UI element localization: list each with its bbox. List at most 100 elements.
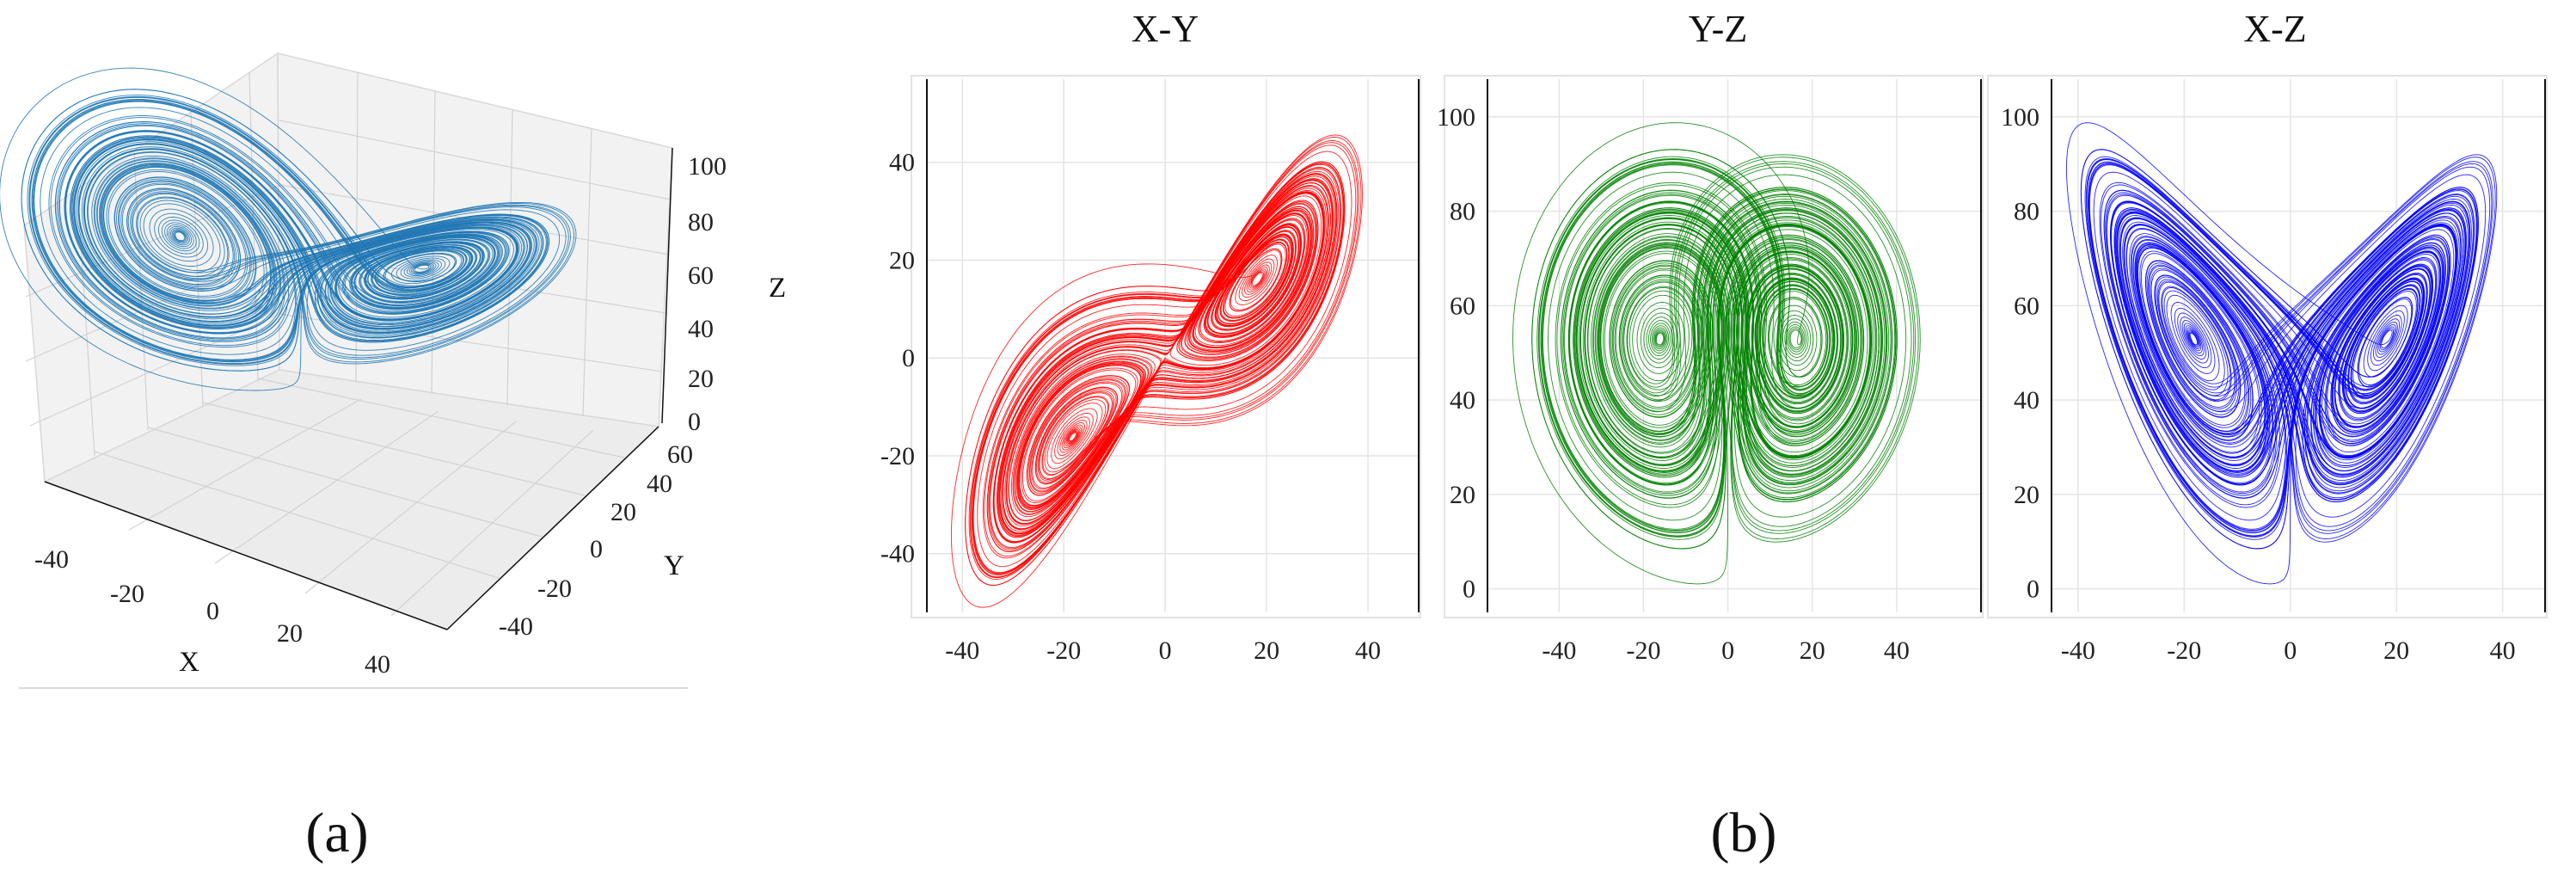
trajectory-segment [55,121,532,342]
y-tick-label: 40 [647,470,672,498]
x-tick-label: -20 [2167,636,2201,665]
trajectory-segment [2080,149,2456,550]
trajectory-segment [1541,163,1875,532]
y-tick-label: 60 [2014,292,2039,320]
trajectory-segment [2065,122,2456,585]
y-tick-label: 20 [1450,481,1475,509]
panel-xy-ticks: -40 -20 0 20 40 -40 -20 0 20 40 [880,149,1381,665]
trajectory-segment [1000,151,1352,532]
z-axis-label: Z [769,273,786,304]
back-pane-right [277,52,673,427]
x-axis-label: X [179,647,199,678]
y-tick-label: 60 [667,440,693,469]
caption-b: (b) [1711,802,1777,864]
x-tick-label: -20 [1046,636,1081,665]
z-tick-label: 20 [688,365,714,393]
trajectory-segment [970,182,1331,578]
trajectory-segment [1561,192,1892,496]
trajectory-segment [1061,422,1085,451]
x-tick-label: 40 [2490,636,2516,665]
x-tick-label: 20 [1254,636,1279,665]
x-axis-line [44,481,448,630]
trajectory-segment [1576,188,1897,501]
panel-xz-ticks: -40 -20 0 20 40 0 20 40 60 80 100 [2001,103,2516,665]
z-tick-label: 40 [688,315,714,343]
panel-xz-trajectory [2065,122,2498,585]
z-tick-label: 60 [688,261,714,290]
y-tick-label: 80 [2014,198,2039,226]
trajectory-segment [972,191,1325,574]
trajectory-segment [1542,163,1872,532]
x-tick-label: 20 [2383,636,2409,665]
trajectory-segment [29,96,531,365]
trajectory-segment [83,148,571,360]
trajectory-segment [950,193,1324,608]
x-tick-label: -20 [1627,636,1661,665]
x-tick-label: 0 [206,597,219,625]
y-tick-label: 40 [889,149,915,177]
y-axis-label: Y [664,550,684,581]
trajectory-segment [1579,163,1915,532]
z-tick-label: 0 [688,408,701,436]
trajectory-segment [2118,174,2487,518]
x-tick-label: 0 [1159,636,1172,665]
panel-yz-border [1444,75,1984,618]
trajectory-segment [2103,190,2467,499]
y-tick-label: 60 [1450,292,1475,320]
caption-a: (a) [305,802,368,864]
trajectory-segment [986,178,1334,552]
trajectory-segment [78,144,569,359]
trajectory-segment [1512,122,1870,585]
panel-xz-title: X-Z [2243,8,2306,50]
y-axis-line [446,426,659,630]
y-tick-label: 100 [2001,103,2039,132]
y-tick-label: 20 [2014,481,2039,509]
panel-yz: Y-Z -40 -20 0 20 40 0 20 40 60 80 100 [1437,8,1984,665]
trajectory-segment [2088,163,2457,532]
z-tick-label: 80 [688,208,714,237]
trajectory-segment [33,100,519,361]
x-tick-label: 0 [1721,636,1734,665]
trajectory-segment [2088,163,2460,532]
panel-a-3d-plot: -40 -20 0 20 40 X -40 -20 0 20 40 60 Y 0… [0,52,786,689]
trajectory-segment [2114,208,2466,478]
panel-xy-border [911,75,1421,618]
y-tick-label: 40 [1450,386,1475,415]
trajectory-segment [0,67,446,391]
trajectory-segment [1538,158,1893,495]
x-tick-label: -40 [2061,636,2095,665]
x-tick-label: 20 [1800,636,1825,665]
trajectory-segment [2116,188,2478,501]
panel-b-projections: X-Y -40 -20 0 20 40 -40 -20 0 20 40 Y-Z -40 -20 0 20… [880,8,2548,665]
trajectory-segment [972,170,1339,574]
x-tick-label: 40 [1884,636,1910,665]
trajectory-segment [1648,320,1673,360]
trajectory-segment [1584,161,1917,538]
y-tick-label: 40 [2014,386,2039,415]
y-tick-label: 80 [1450,198,1475,226]
y-tick-label: 0 [1463,575,1475,604]
z-tick-label: 100 [688,152,727,181]
trajectory-segment [1561,190,1883,499]
trajectory-segment [161,219,197,252]
y-tick-label: -40 [880,540,915,569]
x-tick-label: -40 [1542,636,1576,665]
x-tick-label: 20 [277,619,303,648]
y-tick-label: -20 [880,442,915,470]
trajectory-segment [2117,157,2496,539]
panel-yz-title: Y-Z [1689,8,1747,50]
trajectory-segment [1576,157,1919,539]
y-tick-label: 100 [1437,103,1475,132]
panel-xz: X-Z -40 -20 0 20 40 0 20 40 60 80 100 [1987,8,2548,665]
panel-xz-border [1987,75,2548,618]
trajectory-segment [76,141,561,351]
panel-yz-ticks: -40 -20 0 20 40 0 20 40 60 80 100 [1437,103,1910,665]
y-tick-label: 20 [610,498,636,526]
y-tick-label: 0 [590,535,603,563]
trajectory-segment [2181,320,2207,360]
x-tick-label: 40 [365,650,390,679]
panel-yz-trajectory [1512,122,1921,585]
x-tick-label: 40 [1355,636,1381,665]
trajectory-segment [1217,226,1299,324]
